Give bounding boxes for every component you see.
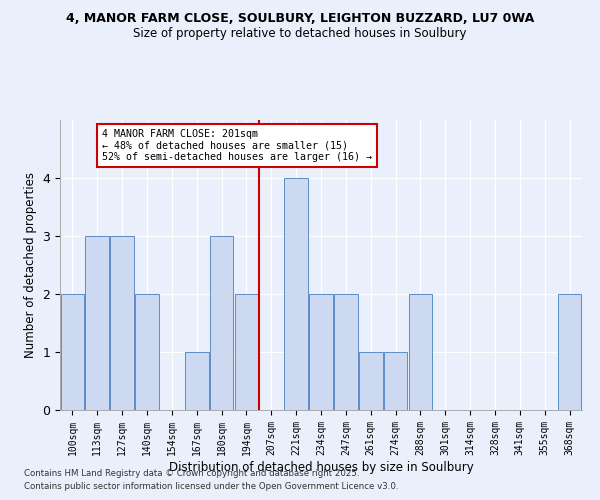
Bar — [135, 294, 159, 410]
Text: Contains public sector information licensed under the Open Government Licence v3: Contains public sector information licen… — [24, 482, 398, 491]
Text: 4 MANOR FARM CLOSE: 201sqm
← 48% of detached houses are smaller (15)
52% of semi: 4 MANOR FARM CLOSE: 201sqm ← 48% of deta… — [102, 128, 372, 162]
Bar — [210, 236, 233, 410]
Bar — [85, 236, 109, 410]
Bar — [384, 352, 407, 410]
Bar — [185, 352, 209, 410]
Bar — [359, 352, 383, 410]
Text: Size of property relative to detached houses in Soulbury: Size of property relative to detached ho… — [133, 28, 467, 40]
Bar — [558, 294, 581, 410]
Bar — [61, 294, 84, 410]
X-axis label: Distribution of detached houses by size in Soulbury: Distribution of detached houses by size … — [169, 460, 473, 473]
Bar — [334, 294, 358, 410]
Bar — [309, 294, 333, 410]
Y-axis label: Number of detached properties: Number of detached properties — [24, 172, 37, 358]
Bar — [409, 294, 432, 410]
Text: 4, MANOR FARM CLOSE, SOULBURY, LEIGHTON BUZZARD, LU7 0WA: 4, MANOR FARM CLOSE, SOULBURY, LEIGHTON … — [66, 12, 534, 26]
Text: Contains HM Land Registry data © Crown copyright and database right 2025.: Contains HM Land Registry data © Crown c… — [24, 468, 359, 477]
Bar — [284, 178, 308, 410]
Bar — [235, 294, 258, 410]
Bar — [110, 236, 134, 410]
